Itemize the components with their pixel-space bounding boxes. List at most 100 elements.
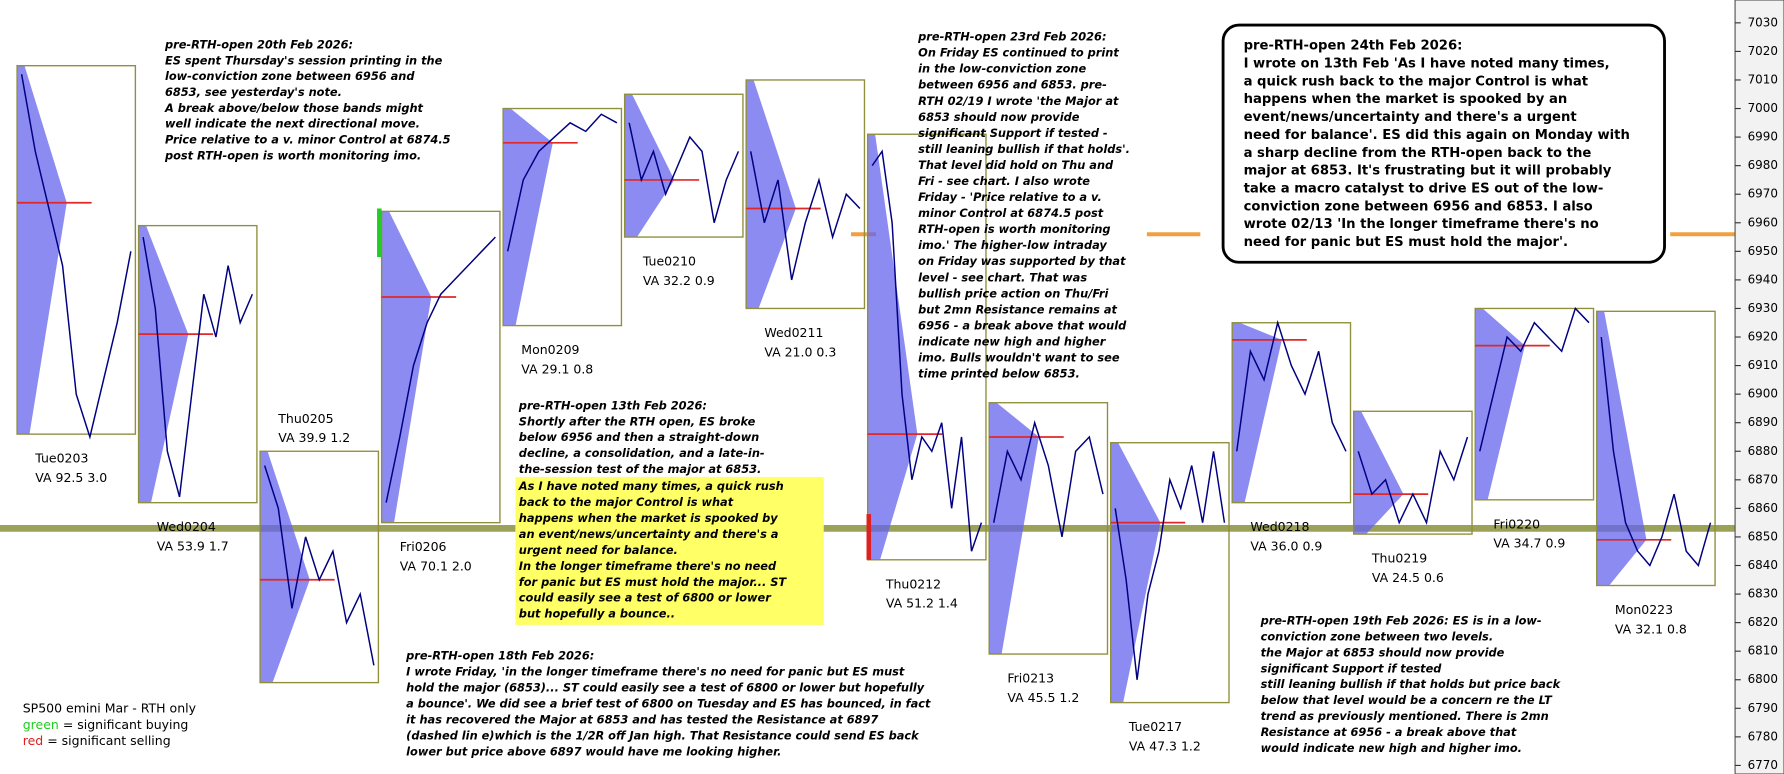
price-line (992, 419, 1104, 538)
session-label: Thu0219 (1371, 551, 1427, 566)
y-tick-label: 6810 (1748, 644, 1778, 658)
session-box (866, 133, 987, 561)
annotation-line: the Major at 6853 should now provide (1261, 645, 1505, 659)
y-tick-label: 6840 (1748, 558, 1778, 572)
y-tick-label: 6990 (1748, 130, 1778, 144)
session-label: Mon0209 (521, 342, 579, 357)
y-tick-label: 7020 (1748, 44, 1778, 58)
session-label: Tue0203 (34, 451, 88, 466)
session-va: VA 29.1 0.8 (521, 361, 593, 376)
price-line (1114, 451, 1226, 680)
y-tick-label: 6930 (1748, 301, 1778, 315)
session-va: VA 51.2 1.4 (886, 596, 958, 611)
price-line (628, 122, 740, 223)
session-label: Mon0223 (1615, 602, 1673, 617)
annotation-line: could easily see a test of 6800 or lower (519, 591, 772, 605)
volume-profile (1353, 411, 1404, 535)
annotation-line: below 6956 and then a straight-down (519, 430, 759, 444)
annotation-line: well indicate the next directional move. (165, 117, 420, 131)
annotation-line: I wrote on 13th Feb 'As I have noted man… (1244, 56, 1610, 71)
legend-item: green = significant buying (23, 717, 189, 732)
annotation-line: but hopefully a bounce.. (519, 607, 675, 621)
session-va: VA 21.0 0.3 (764, 344, 836, 359)
y-tick-label: 6820 (1748, 615, 1778, 629)
annotation-line: bullish price action on Thu/Fri (918, 286, 1109, 300)
volume-profile (503, 108, 553, 326)
annotation-line: minor Control at 6874.5 post (918, 206, 1104, 220)
session-box (1109, 442, 1230, 704)
annotation-box (1221, 23, 1666, 264)
price-line (1479, 307, 1590, 452)
annotation-line: still leaning bullish if that holds'. (918, 142, 1130, 156)
y-tick-label: 6950 (1748, 244, 1778, 258)
session-va: VA 32.1 0.8 (1615, 621, 1687, 636)
annotation-line: I wrote Friday, 'in the longer timeframe… (406, 665, 905, 679)
session-va: VA 34.7 0.9 (1493, 536, 1565, 551)
price-line (1357, 436, 1469, 526)
y-tick-label: 6860 (1748, 501, 1778, 515)
price-line (142, 236, 254, 498)
session-label: Fri0213 (1007, 671, 1054, 686)
annotation-line: pre-RTH-open 19th Feb 2026: ES is in a l… (1260, 613, 1542, 627)
y-tick-label: 7030 (1748, 15, 1778, 29)
annotation-line: 6853 should now provide (918, 110, 1080, 124)
y-tick-label: 6890 (1748, 415, 1778, 429)
annotation-line: take a macro catalyst to drive ES out of… (1244, 181, 1604, 196)
annotation-line: below that level would be a concern re t… (1261, 693, 1553, 707)
annotation-line: imo. Bulls wouldn't want to see (918, 351, 1120, 365)
session-box (380, 210, 501, 524)
session-label: Tue0217 (1128, 719, 1182, 734)
session-box (1596, 310, 1716, 587)
annotation-line: pre-RTH-open 13th Feb 2026: (518, 398, 707, 412)
legend-text: = significant buying (59, 717, 189, 732)
annotation-line: happens when the market is spooked by (519, 511, 778, 525)
volume-profile (867, 134, 918, 560)
session-label: Thu0212 (885, 576, 941, 591)
price-line (263, 465, 375, 666)
y-tick-label: 6830 (1748, 587, 1778, 601)
volume-profile (138, 225, 189, 503)
volume-profile (260, 451, 310, 683)
annotation-line: low-conviction zone between 6956 and (165, 69, 415, 83)
volume-profile (746, 79, 796, 309)
annotation-line: Friday - 'Price relative to a v. (918, 190, 1102, 204)
price-line (1236, 319, 1347, 452)
session-va: VA 53.9 1.7 (157, 539, 229, 554)
session-va: VA 39.9 1.2 (278, 430, 350, 445)
annotation-line: major at 6853. It's frustrating but it w… (1244, 164, 1612, 179)
session-box (1231, 322, 1352, 504)
annotation-line: Price relative to a v. minor Control at … (165, 132, 451, 146)
volume-profile (1232, 322, 1282, 503)
session-va: VA 92.5 3.0 (35, 470, 107, 485)
annotation-line: A break above/below those bands might (164, 101, 424, 115)
annotation-line: for panic but ES must hold the major... … (519, 575, 788, 589)
legend-item: red = significant selling (23, 732, 171, 747)
annotation-line: trend as previously mentioned. There is … (1261, 709, 1549, 723)
y-tick-label: 6900 (1748, 387, 1778, 401)
price-line (749, 151, 861, 281)
annotation-line: As I have noted many times, a quick rush (518, 479, 784, 493)
annotation-line: event/news/uncertainty and there's a urg… (1244, 110, 1577, 125)
legend-text: = significant selling (43, 732, 170, 747)
y-tick-label: 6920 (1748, 330, 1778, 344)
annotation-line: time printed below 6853. (918, 367, 1080, 381)
y-tick-label: 6870 (1748, 472, 1778, 486)
annotation-line: pre-RTH-open 20th Feb 2026: (164, 38, 353, 52)
session-box (502, 107, 623, 327)
session-box (16, 65, 137, 435)
volume-profile (1596, 311, 1647, 586)
annotation-line: Shortly after the RTH open, ES broke (519, 414, 756, 428)
legend-key: red (23, 732, 43, 747)
session-box (988, 402, 1109, 655)
session-box (623, 93, 744, 238)
price-line (1600, 336, 1712, 568)
session-va: VA 45.5 1.2 (1007, 690, 1079, 705)
y-tick-label: 6910 (1748, 358, 1778, 372)
session-label: Thu0205 (277, 411, 333, 426)
annotation-line: (dashed lin e)which is the 1/2R off Jan … (406, 728, 920, 742)
annotation-line: a bounce'. We did see a brief test of 68… (406, 697, 931, 711)
annotation-line: Resistance at 6956 - a break above that (1261, 725, 1517, 739)
y-tick-label: 6880 (1748, 444, 1778, 458)
annotation-line: an event/news/uncertainty and there's a (519, 527, 779, 541)
